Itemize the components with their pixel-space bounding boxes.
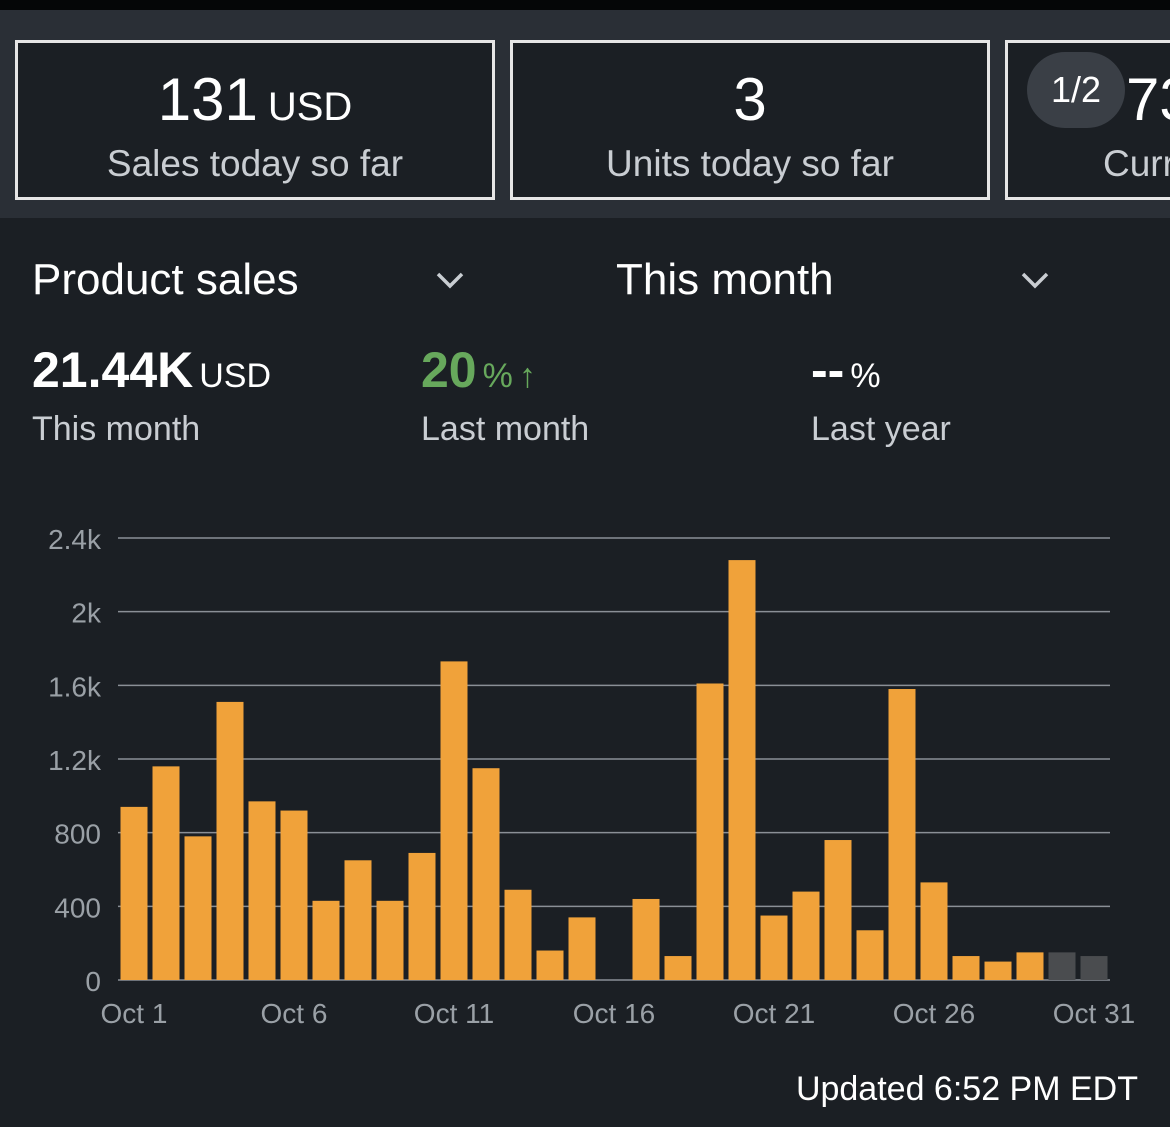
bar-oct-23[interactable] [824,840,852,980]
y-tick-label: 800 [54,819,101,850]
x-tick-label: Oct 21 [733,998,815,1029]
this-month-stat: 21.44K USD This month [32,340,271,449]
sales-today-value: 131 USD [157,66,353,133]
bar-oct-11[interactable] [440,661,468,980]
y-tick-label: 400 [54,892,101,923]
this-month-value: 21.44K [32,342,194,398]
top-status-bar [0,0,1170,10]
bar-oct-1[interactable] [120,806,148,980]
product-sales-bar-chart: 0 400 800 1.2k 1.6k 2k 2.4k Oct 1 Oct 6 Oct 11 Oct… [48,524,1135,1029]
units-today-label: Units today so far [606,143,894,184]
bar-oct-13[interactable] [504,889,532,980]
bar-oct-20[interactable] [728,560,756,980]
y-tick-label: 1.2k [48,745,102,776]
bar-oct-26[interactable] [920,882,948,980]
period-selector[interactable]: This month [616,252,834,308]
bar-oct-31[interactable] [1080,956,1108,980]
x-tick-label: Oct 31 [1053,998,1135,1029]
metric-selector-label: Product sales [32,255,299,304]
units-today-card[interactable]: 3 Units today so far [510,40,990,200]
third-card-value: 73 [1126,66,1170,133]
bar-oct-29[interactable] [1016,952,1044,980]
period-selector-label: This month [616,255,834,304]
units-today-value: 3 [733,66,767,133]
third-card-label: Curr [1103,143,1170,184]
metric-selector[interactable]: Product sales [32,252,299,308]
bar-oct-5[interactable] [248,801,276,980]
bar-oct-27[interactable] [952,956,980,980]
x-tick-label: Oct 1 [101,998,168,1029]
sales-today-label: Sales today so far [106,143,404,184]
arrow-up-icon: ↑ [518,357,536,395]
bar-oct-19[interactable] [696,683,724,980]
bar-oct-10[interactable] [408,852,436,980]
bar-oct-21[interactable] [760,915,788,980]
summary-cards-carousel[interactable]: 131 USD Sales today so far 3 Units today … [0,10,1170,218]
last-year-unit: % [850,357,881,395]
last-month-unit: % [482,357,513,395]
y-tick-label: 0 [85,966,101,997]
carousel-page-indicator: 1/2 [1027,52,1125,128]
x-tick-label: Oct 6 [261,998,328,1029]
this-month-label: This month [32,410,201,448]
bar-oct-17[interactable] [632,898,660,980]
bar-oct-9[interactable] [376,900,404,980]
bar-oct-28[interactable] [984,961,1012,980]
updated-timestamp: Updated 6:52 PM EDT [795,1070,1138,1108]
this-month-unit: USD [199,357,272,395]
bar-oct-25[interactable] [888,689,916,980]
bar-oct-22[interactable] [792,891,820,980]
last-year-value: -- [811,342,845,398]
bar-oct-7[interactable] [312,900,340,980]
bar-oct-18[interactable] [664,956,692,980]
bar-oct-30[interactable] [1048,952,1076,980]
bar-oct-2[interactable] [152,766,180,980]
x-tick-label: Oct 16 [573,998,655,1029]
last-month-label: Last month [421,410,590,448]
y-tick-label: 2.4k [48,524,102,555]
bar-oct-6[interactable] [280,810,308,980]
bar-oct-15[interactable] [568,917,596,980]
y-tick-label: 2k [71,598,102,629]
sales-today-card[interactable]: 131 USD Sales today so far [15,40,495,200]
bar-oct-14[interactable] [536,950,564,980]
last-month-value: 20 [421,342,477,398]
y-tick-label: 1.6k [48,671,102,702]
bar-oct-3[interactable] [184,836,212,980]
last-year-label: Last year [811,410,951,448]
last-year-stat: --% Last year [811,340,951,449]
bar-oct-4[interactable] [216,701,244,980]
x-tick-label: Oct 11 [414,998,494,1029]
sales-today-unit: USD [267,85,353,129]
chevron-down-icon[interactable] [1017,262,1053,298]
bar-oct-12[interactable] [472,768,500,980]
last-month-stat: 20% ↑ Last month [421,340,589,449]
chevron-down-icon[interactable] [432,262,468,298]
bar-oct-8[interactable] [344,860,372,980]
x-tick-label: Oct 26 [893,998,975,1029]
bar-oct-24[interactable] [856,930,884,980]
